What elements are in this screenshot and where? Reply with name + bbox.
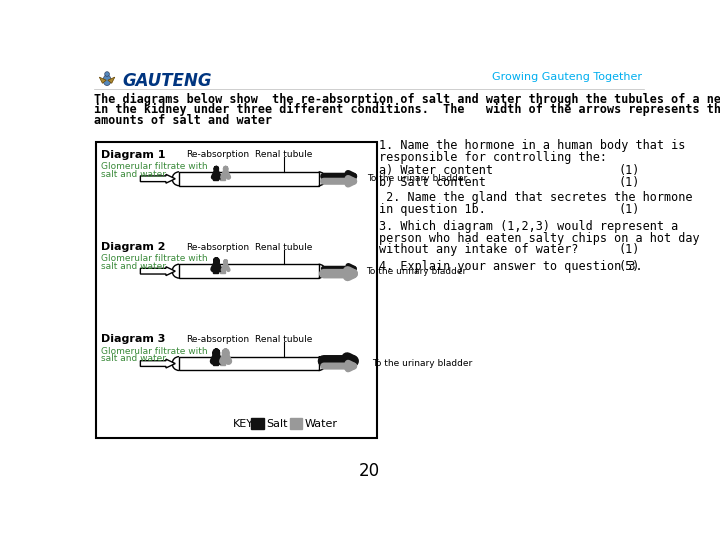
- Text: GAUTENG: GAUTENG: [122, 72, 212, 91]
- Bar: [213, 176, 218, 180]
- Bar: [96, 142, 377, 438]
- Text: The diagrams below show  the re-absorption of salt and water through the tubules: The diagrams below show the re-absorptio…: [94, 92, 720, 106]
- Bar: [251, 418, 264, 429]
- Text: Salt: Salt: [266, 418, 287, 429]
- Text: Re-absorption: Re-absorption: [186, 242, 249, 252]
- Text: Re-absorption: Re-absorption: [186, 150, 249, 159]
- Text: a) Water content: a) Water content: [379, 164, 493, 177]
- Bar: [220, 361, 225, 365]
- Text: Diagram 1: Diagram 1: [101, 150, 166, 159]
- Text: Water: Water: [305, 418, 338, 429]
- Bar: [179, 264, 319, 278]
- Text: Glomerular filtrate with: Glomerular filtrate with: [101, 347, 207, 356]
- Text: amounts of salt and water: amounts of salt and water: [94, 114, 272, 127]
- Bar: [213, 268, 218, 273]
- Text: Renal tubule: Renal tubule: [255, 335, 312, 344]
- Text: in question 1b.: in question 1b.: [379, 203, 486, 216]
- Bar: [220, 268, 225, 273]
- FancyArrow shape: [140, 267, 175, 275]
- Text: salt and water: salt and water: [101, 354, 166, 363]
- Text: Re-absorption: Re-absorption: [186, 335, 249, 344]
- Bar: [220, 176, 225, 180]
- Circle shape: [104, 72, 109, 76]
- Text: (1): (1): [619, 176, 640, 189]
- Bar: [213, 361, 218, 365]
- Text: without any intake of water?: without any intake of water?: [379, 244, 579, 256]
- Text: salt and water: salt and water: [101, 262, 166, 271]
- FancyArrow shape: [140, 359, 175, 368]
- Text: Glomerular filtrate with: Glomerular filtrate with: [101, 254, 207, 263]
- Bar: [290, 418, 302, 429]
- Text: salt and water: salt and water: [101, 170, 166, 179]
- Text: in the kidney under three different conditions.  The   width of the arrows repre: in the kidney under three different cond…: [94, 103, 720, 117]
- Polygon shape: [99, 77, 107, 83]
- Text: Glomerular filtrate with: Glomerular filtrate with: [101, 162, 207, 171]
- Text: person who had eaten salty chips on a hot day: person who had eaten salty chips on a ho…: [379, 232, 700, 245]
- Text: 20: 20: [359, 462, 379, 480]
- Text: (1): (1): [619, 203, 640, 216]
- Text: Diagram 2: Diagram 2: [101, 242, 166, 252]
- Text: Diagram 3: Diagram 3: [101, 334, 165, 345]
- Text: b) Salt content: b) Salt content: [379, 176, 486, 189]
- Text: To the urinary bladder: To the urinary bladder: [372, 359, 472, 368]
- Text: Growing Gauteng Together: Growing Gauteng Together: [492, 72, 642, 83]
- Text: 3. Which diagram (1,2,3) would represent a: 3. Which diagram (1,2,3) would represent…: [379, 220, 678, 233]
- FancyArrow shape: [140, 174, 175, 183]
- Text: 1. Name the hormone in a human body that is: 1. Name the hormone in a human body that…: [379, 139, 685, 152]
- Text: 2. Name the gland that secretes the hormone: 2. Name the gland that secretes the horm…: [379, 191, 693, 204]
- Text: Renal tubule: Renal tubule: [255, 150, 312, 159]
- Text: (5): (5): [619, 260, 640, 273]
- Text: To the urinary bladder: To the urinary bladder: [367, 174, 468, 183]
- Text: (1): (1): [619, 244, 640, 256]
- Text: (1): (1): [619, 164, 640, 177]
- Text: KEY:: KEY:: [233, 418, 256, 429]
- Ellipse shape: [103, 75, 111, 85]
- Text: Renal tubule: Renal tubule: [255, 242, 312, 252]
- Text: responsible for controlling the:: responsible for controlling the:: [379, 151, 607, 164]
- Text: 4. Explain your answer to question 3.: 4. Explain your answer to question 3.: [379, 260, 643, 273]
- Text: To the urinary bladder: To the urinary bladder: [366, 267, 467, 275]
- Polygon shape: [108, 77, 114, 83]
- Bar: [179, 172, 319, 186]
- Bar: [179, 356, 319, 370]
